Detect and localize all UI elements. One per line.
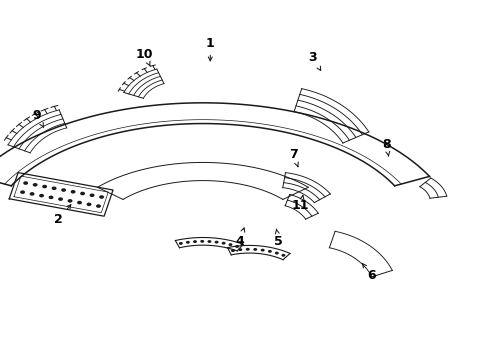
Circle shape: [260, 249, 264, 252]
Circle shape: [179, 242, 183, 245]
Circle shape: [58, 197, 63, 201]
Circle shape: [207, 240, 211, 243]
Circle shape: [61, 188, 66, 192]
Circle shape: [39, 194, 44, 197]
Circle shape: [281, 254, 285, 257]
Circle shape: [267, 250, 271, 253]
Circle shape: [67, 199, 72, 203]
Text: 8: 8: [381, 138, 390, 156]
Text: 6: 6: [362, 264, 375, 282]
Text: 2: 2: [54, 204, 71, 226]
Circle shape: [20, 190, 25, 194]
Text: 5: 5: [274, 229, 283, 248]
Text: 10: 10: [135, 48, 153, 66]
Circle shape: [185, 241, 189, 244]
Circle shape: [99, 195, 104, 199]
Circle shape: [235, 245, 239, 248]
Circle shape: [230, 249, 234, 252]
Text: 7: 7: [288, 148, 298, 167]
Circle shape: [52, 186, 57, 190]
Circle shape: [193, 240, 197, 243]
Circle shape: [96, 204, 101, 208]
Circle shape: [253, 248, 257, 251]
Circle shape: [77, 201, 82, 204]
Circle shape: [214, 241, 218, 244]
Circle shape: [228, 243, 232, 246]
Circle shape: [274, 252, 278, 255]
Circle shape: [23, 181, 28, 185]
Circle shape: [42, 185, 47, 188]
Text: 3: 3: [308, 51, 320, 71]
Circle shape: [238, 248, 242, 251]
Circle shape: [89, 193, 94, 197]
Circle shape: [30, 192, 35, 196]
Circle shape: [80, 192, 85, 195]
Circle shape: [48, 195, 53, 199]
Text: 11: 11: [291, 195, 309, 212]
Text: 1: 1: [205, 37, 214, 61]
Circle shape: [221, 242, 225, 244]
Text: 4: 4: [235, 228, 244, 248]
Text: 9: 9: [32, 109, 43, 127]
Circle shape: [86, 203, 91, 206]
Circle shape: [200, 240, 204, 243]
Circle shape: [245, 248, 249, 251]
Circle shape: [33, 183, 38, 186]
Circle shape: [70, 190, 75, 194]
